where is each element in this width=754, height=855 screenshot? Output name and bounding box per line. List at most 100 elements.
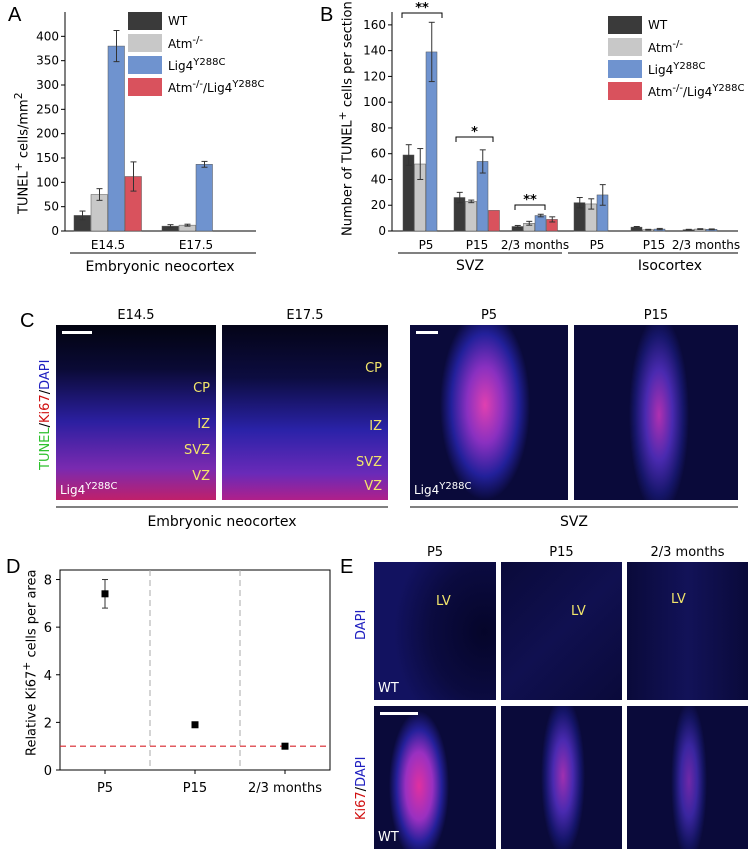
significance-bracket (514, 204, 546, 210)
layer-label-vz: VZ (364, 479, 382, 494)
e-header-2-3-months: 2/3 months (650, 545, 725, 560)
micrograph-c-p15 (574, 325, 738, 500)
plot-frame (59, 569, 331, 771)
micrograph-c-e14: CP IZ SVZ VZ Lig4Y288C (56, 325, 216, 500)
lv-label: LV (436, 594, 451, 609)
legend-swatch-atm-lig4 (608, 82, 642, 100)
genotype-label: Lig4Y288C (60, 481, 118, 497)
scale-bar (416, 331, 438, 334)
y-tick-label: 6 (44, 621, 52, 636)
panel-letter-b: B (320, 4, 334, 26)
y-tick-label: 350 (36, 54, 59, 68)
c-header-e17: E17.5 (286, 308, 324, 323)
x-tick-label-2-3-months: 2/3 months (672, 238, 740, 252)
legend-label-lig4: Lig4Y288C (168, 57, 226, 73)
y-tick-label: 150 (36, 151, 59, 165)
y-tick-label: 0 (44, 764, 52, 779)
legend-label-atm-lig4: Atm-/-/Lig4Y288C (648, 83, 745, 99)
data-point-p15 (191, 721, 199, 729)
e-header-p15: P15 (549, 545, 574, 560)
legend-swatch-wt (608, 16, 642, 34)
legend-label-atm: Atm-/- (168, 35, 203, 51)
layer-label-iz: IZ (197, 417, 210, 432)
micrograph-c-e17: CP IZ SVZ VZ (222, 325, 388, 500)
x-tick-label-p5: P5 (419, 238, 434, 252)
x-tick-label-e14-5: E14.5 (91, 238, 125, 252)
e-header-p5: P5 (426, 545, 444, 560)
e-row1-label: DAPI (354, 609, 369, 640)
significance-label: ** (523, 193, 537, 208)
significance-label: * (471, 125, 478, 140)
legend-swatch-atm (128, 34, 162, 52)
lv-label: LV (571, 604, 586, 619)
y-tick-label: 250 (36, 102, 59, 116)
micrograph-e-ki67-p5: WT (374, 706, 496, 849)
layer-label-svz: SVZ (355, 455, 382, 470)
y-tick-label: 400 (36, 29, 59, 43)
panel-letter-d: D (6, 556, 21, 578)
y-tick-label: 40 (371, 172, 386, 186)
genotype-label: WT (378, 830, 399, 845)
y-tick-label: 20 (371, 198, 386, 212)
micrograph-e-ki67-p15 (501, 706, 622, 849)
micrograph-e-dapi-p5: LV WT (374, 562, 496, 700)
y-tick-label: 0 (378, 224, 386, 238)
y-tick-label: 8 (44, 574, 52, 589)
bar-atm-lig4y288c-p15 (488, 210, 500, 232)
layer-label-cp: CP (193, 381, 210, 396)
c-header-p5: P5 (480, 308, 498, 323)
legend-a: WT Atm-/- Lig4Y288C Atm-/-/Lig4Y288C (128, 10, 265, 98)
data-point-p5 (101, 590, 109, 598)
c-caption-left: Embryonic neocortex (147, 514, 297, 530)
panel-letter-e: E (340, 556, 354, 578)
chart-b: 0 20 40 60 80 100 120 140 160 P5 P15 2/3 months P5 P1… (363, 1, 740, 254)
scale-bar (380, 712, 418, 715)
micrograph-c-p5: Lig4Y288C (410, 325, 568, 500)
layer-label-svz: SVZ (183, 443, 210, 458)
y-tick-label: 2 (44, 716, 52, 731)
y-tick-label: 140 (363, 44, 386, 58)
chart-b-group-isocortex: Isocortex (637, 258, 703, 274)
lv-label: LV (671, 592, 686, 607)
x-tick-label-p5: P5 (590, 238, 605, 252)
y-tick-label: 80 (371, 121, 386, 135)
chart-a: 0 50 100 150 200 250 300 350 400 E14.5 E17.5 (36, 12, 256, 254)
legend-swatch-lig4 (608, 60, 642, 78)
genotype-label: WT (378, 681, 399, 696)
y-tick-label: 50 (44, 200, 59, 214)
y-tick-label: 4 (44, 669, 52, 684)
c-caption-lines (56, 506, 738, 508)
layer-label-cp: CP (365, 361, 382, 376)
y-tick-label: 100 (363, 95, 386, 109)
y-tick-label: 300 (36, 78, 59, 92)
micrograph-e-dapi-2-3-months: LV (627, 562, 748, 700)
legend-swatch-wt (128, 12, 162, 30)
legend-label-wt: WT (648, 18, 668, 32)
chart-d-ylabel: Relative Ki67+ cells per area (20, 569, 40, 756)
chart-b-group-svz: SVZ (455, 258, 485, 274)
genotype-label: Lig4Y288C (414, 481, 472, 497)
layer-label-iz: IZ (369, 419, 382, 434)
c-header-e14: E14.5 (117, 308, 155, 323)
x-tick-label-2-3-months: 2/3 months (501, 238, 569, 252)
x-tick-label-2-3-months: 2/3 months (248, 781, 322, 796)
data-point-2-3-months (281, 742, 289, 750)
legend-swatch-atm-lig4 (128, 78, 162, 96)
y-tick-label: 0 (51, 224, 59, 238)
y-tick-label: 160 (363, 18, 386, 32)
c-header-p15: P15 (643, 308, 669, 323)
x-tick-label-p15: P15 (643, 238, 666, 252)
micrograph-e-ki67-2-3-months (627, 706, 748, 849)
legend-swatch-lig4 (128, 56, 162, 74)
significance-bracket (401, 12, 443, 18)
layer-label-vz: VZ (192, 469, 210, 484)
x-tick-label-e17-5: E17.5 (179, 238, 213, 252)
legend-b: WT Atm-/- Lig4Y288C Atm-/-/Lig4Y288C (608, 14, 745, 102)
legend-label-wt: WT (168, 14, 188, 28)
legend-label-atm: Atm-/- (648, 39, 683, 55)
y-tick-label: 120 (363, 69, 386, 83)
micrograph-e-dapi-p15: LV (501, 562, 622, 700)
x-tick-label-p15: P15 (466, 238, 489, 252)
significance-label: ** (415, 1, 429, 16)
